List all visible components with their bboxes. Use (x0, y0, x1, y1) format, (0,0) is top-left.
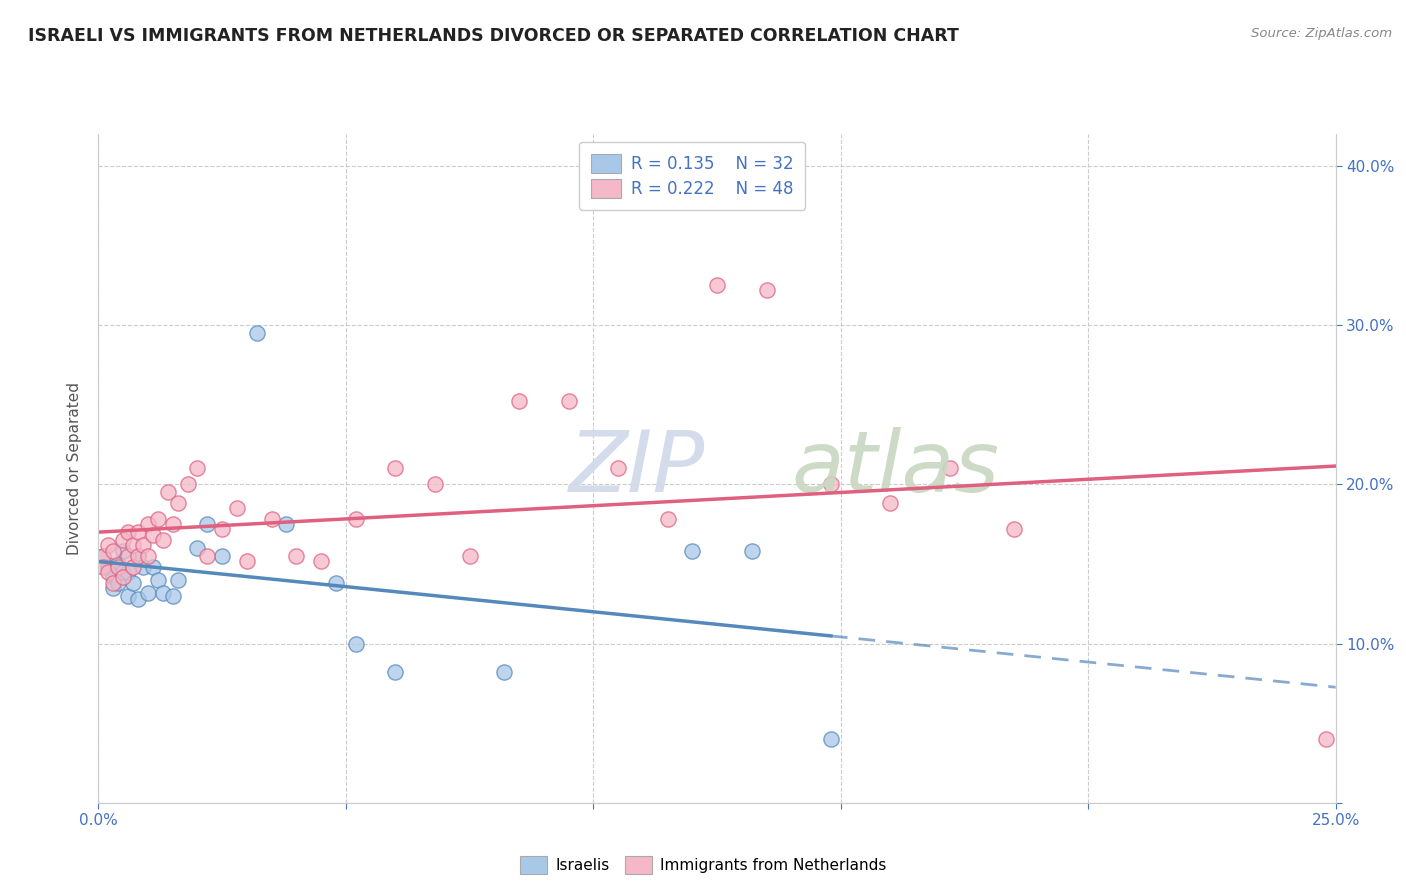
Point (344, 512, 367, 526)
Point (236, 554, 259, 568)
Point (285, 549, 308, 563)
Point (508, 394, 530, 409)
Point (107, 557, 129, 571)
Point (458, 549, 481, 563)
Point (127, 524, 149, 539)
Point (142, 528, 165, 542)
Point (132, 538, 155, 552)
Point (117, 589, 139, 603)
Point (112, 569, 135, 583)
Point (166, 496, 188, 510)
Point (755, 283, 778, 297)
Point (820, 732, 842, 747)
Point (156, 485, 179, 500)
Point (557, 394, 579, 409)
Point (211, 549, 233, 563)
Point (103, 569, 125, 583)
Point (423, 477, 446, 491)
Point (93, 549, 115, 563)
Point (112, 544, 135, 558)
Point (146, 512, 169, 526)
Point (127, 591, 149, 606)
Point (820, 477, 842, 491)
Legend: Israelis, Immigrants from Netherlands: Israelis, Immigrants from Netherlands (513, 850, 893, 880)
Point (136, 517, 159, 532)
Point (657, 512, 679, 526)
Point (136, 585, 159, 599)
Point (107, 560, 129, 574)
Point (195, 517, 218, 532)
Text: atlas: atlas (792, 426, 1000, 510)
Point (176, 477, 198, 491)
Point (152, 585, 174, 599)
Point (226, 501, 249, 516)
Point (103, 581, 125, 595)
Point (276, 517, 298, 532)
Point (211, 522, 233, 536)
Point (93, 549, 115, 563)
Y-axis label: Divorced or Separated: Divorced or Separated (67, 382, 83, 555)
Text: ISRAELI VS IMMIGRANTS FROM NETHERLANDS DIVORCED OR SEPARATED CORRELATION CHART: ISRAELI VS IMMIGRANTS FROM NETHERLANDS D… (28, 27, 959, 45)
Point (103, 576, 125, 591)
Point (1002, 522, 1025, 536)
Point (93, 560, 115, 574)
Point (122, 538, 145, 552)
Point (186, 461, 208, 475)
Point (384, 665, 406, 680)
Point (127, 549, 149, 563)
Point (97, 538, 120, 552)
Point (607, 461, 630, 475)
Point (260, 512, 283, 526)
Point (706, 278, 728, 293)
Point (127, 549, 149, 563)
Point (195, 549, 218, 563)
Point (136, 549, 159, 563)
Point (741, 544, 763, 558)
Point (494, 665, 516, 680)
Point (142, 560, 165, 574)
Point (162, 589, 184, 603)
Text: ZIP: ZIP (568, 426, 704, 510)
Point (162, 517, 184, 532)
Legend: R = 0.135    N = 32, R = 0.222    N = 48: R = 0.135 N = 32, R = 0.222 N = 48 (579, 142, 806, 210)
Point (186, 541, 208, 555)
Point (107, 576, 129, 591)
Point (132, 560, 155, 574)
Point (344, 636, 367, 650)
Point (122, 560, 145, 574)
Point (122, 576, 145, 591)
Point (112, 565, 135, 579)
Point (117, 549, 139, 563)
Point (152, 533, 174, 547)
Point (97, 560, 120, 574)
Point (681, 544, 703, 558)
Point (117, 524, 139, 539)
Point (1315, 732, 1337, 747)
Point (97, 565, 120, 579)
Point (384, 461, 406, 475)
Point (117, 565, 139, 579)
Point (938, 461, 960, 475)
Point (246, 326, 269, 340)
Point (325, 576, 347, 591)
Text: Source: ZipAtlas.com: Source: ZipAtlas.com (1251, 27, 1392, 40)
Point (309, 554, 332, 568)
Point (166, 573, 188, 587)
Point (879, 496, 901, 510)
Point (112, 533, 135, 547)
Point (146, 573, 169, 587)
Point (103, 544, 125, 558)
